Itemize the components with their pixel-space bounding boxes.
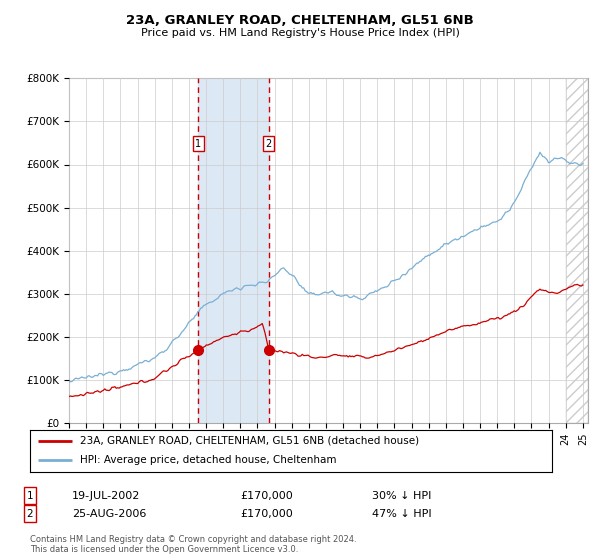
Text: 2: 2 (26, 508, 34, 519)
Text: Contains HM Land Registry data © Crown copyright and database right 2024.
This d: Contains HM Land Registry data © Crown c… (30, 535, 356, 554)
Text: £170,000: £170,000 (240, 508, 293, 519)
Text: 23A, GRANLEY ROAD, CHELTENHAM, GL51 6NB: 23A, GRANLEY ROAD, CHELTENHAM, GL51 6NB (126, 14, 474, 27)
Text: 2: 2 (265, 139, 272, 149)
Bar (198, 78, 269, 423)
Text: Price paid vs. HM Land Registry's House Price Index (HPI): Price paid vs. HM Land Registry's House … (140, 28, 460, 38)
Text: HPI: Average price, detached house, Cheltenham: HPI: Average price, detached house, Chel… (80, 455, 336, 465)
Text: 25-AUG-2006: 25-AUG-2006 (72, 508, 146, 519)
Text: 1: 1 (26, 491, 34, 501)
Text: 47% ↓ HPI: 47% ↓ HPI (372, 508, 431, 519)
Text: 30% ↓ HPI: 30% ↓ HPI (372, 491, 431, 501)
Text: 1: 1 (195, 139, 201, 149)
Text: 23A, GRANLEY ROAD, CHELTENHAM, GL51 6NB (detached house): 23A, GRANLEY ROAD, CHELTENHAM, GL51 6NB … (80, 436, 419, 446)
Text: 19-JUL-2002: 19-JUL-2002 (72, 491, 140, 501)
Text: £170,000: £170,000 (240, 491, 293, 501)
